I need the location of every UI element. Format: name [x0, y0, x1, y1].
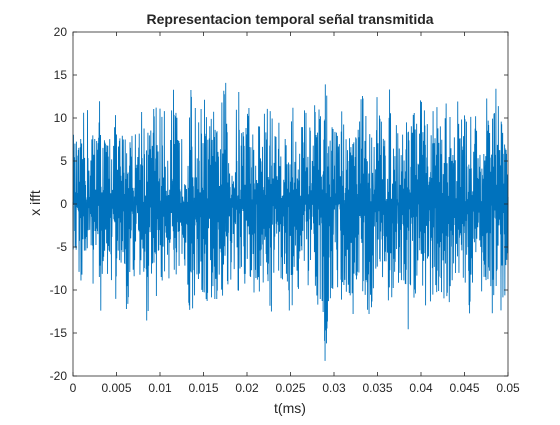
y-tick-label: 0: [60, 197, 67, 211]
y-tick-label: 5: [60, 154, 67, 168]
x-tick-label: 0.03: [322, 381, 346, 395]
x-tick-label: 0.04: [409, 381, 433, 395]
x-tick-label: 0.005: [101, 381, 131, 395]
y-axis-label: x ifft: [27, 190, 43, 216]
x-tick-label: 0: [70, 381, 77, 395]
signal-layer: [72, 82, 509, 361]
x-tick-label: 0.045: [449, 381, 479, 395]
signal-series-line: [72, 82, 509, 361]
y-tick-label: 15: [54, 68, 68, 82]
x-tick-label: 0.035: [362, 381, 392, 395]
axes-layer: 0 0.005 0.01 0.015 0.02 0.025 0.03 0.035 0.04 0.0…: [50, 25, 520, 395]
y-tick-label: -10: [50, 283, 68, 297]
y-tick-label: 20: [54, 25, 68, 39]
y-tick-label: 10: [54, 111, 68, 125]
chart-title: Representacion temporal señal transmitid…: [146, 11, 433, 27]
y-tick-label: -5: [56, 240, 67, 254]
x-tick-label: 0.02: [235, 381, 259, 395]
x-tick-label: 0.05: [496, 381, 520, 395]
x-tick-label: 0.015: [188, 381, 218, 395]
x-axis-label: t(ms): [274, 400, 306, 416]
y-tick-label: -15: [50, 326, 68, 340]
x-tick-label: 0.01: [148, 381, 172, 395]
y-tick-label: -20: [50, 369, 68, 383]
x-tick-label: 0.025: [275, 381, 305, 395]
